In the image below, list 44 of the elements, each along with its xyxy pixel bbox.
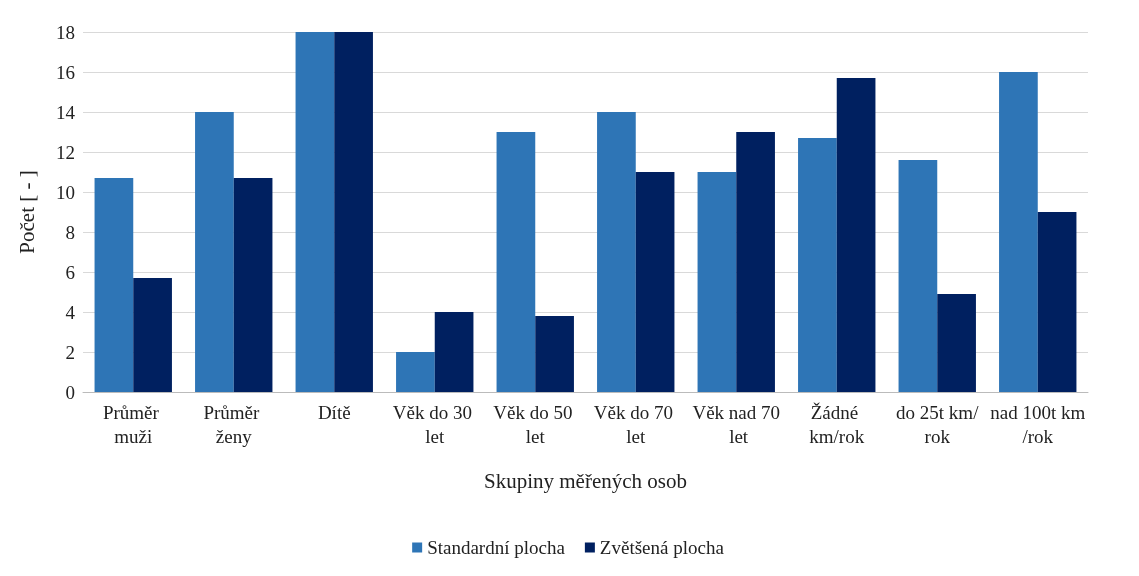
x-tick-label: Průměr muži bbox=[102, 401, 164, 447]
bar bbox=[334, 32, 373, 392]
bar bbox=[1037, 212, 1077, 392]
bar bbox=[736, 132, 775, 392]
bar bbox=[697, 172, 737, 392]
x-tick-label: Žádné km/rok bbox=[809, 401, 865, 447]
x-tick-label: Věk do 70 let bbox=[593, 401, 678, 447]
y-tick-label: 8 bbox=[65, 221, 75, 243]
x-tick-label: Průměr ženy bbox=[203, 401, 265, 447]
bar bbox=[898, 160, 938, 392]
y-tick-label: 14 bbox=[56, 101, 76, 123]
bar bbox=[999, 72, 1038, 392]
y-tick-label: 18 bbox=[56, 21, 75, 43]
y-tick-label: 16 bbox=[56, 61, 75, 83]
y-tick-label: 10 bbox=[56, 181, 75, 203]
bar bbox=[233, 178, 273, 392]
x-tick-label: nad 100t km/rok bbox=[990, 401, 1086, 447]
bar bbox=[434, 312, 474, 392]
y-tick-label: 6 bbox=[65, 261, 75, 283]
legend-label: Standardní plocha bbox=[427, 537, 566, 558]
bar bbox=[133, 278, 172, 392]
x-axis-title: Skupiny měřených osob bbox=[484, 468, 687, 493]
bar bbox=[496, 132, 536, 392]
bar bbox=[798, 138, 837, 392]
bar bbox=[396, 352, 435, 392]
x-tick-label: Věk do 30 let bbox=[392, 401, 477, 447]
x-tick-label: do 25t km/rok bbox=[896, 401, 980, 447]
bar bbox=[597, 112, 636, 392]
legend-label: Zvětšená plocha bbox=[599, 537, 725, 558]
y-axis-title: Počet [ - ] bbox=[14, 170, 39, 254]
bar bbox=[836, 78, 876, 392]
bar bbox=[295, 32, 335, 392]
x-tick-label: Věk nad 70 let bbox=[692, 401, 781, 447]
y-tick-label: 2 bbox=[65, 341, 75, 363]
bar bbox=[635, 172, 675, 392]
bar bbox=[94, 178, 134, 392]
x-tick-label: Dítě bbox=[317, 401, 351, 423]
y-tick-label: 12 bbox=[56, 141, 75, 163]
bar bbox=[535, 316, 574, 392]
y-tick-label: 0 bbox=[65, 381, 75, 403]
y-tick-label: 4 bbox=[65, 301, 76, 323]
x-tick-label: Věk do 50 let bbox=[493, 401, 578, 447]
bar bbox=[937, 294, 976, 392]
bar bbox=[195, 112, 234, 392]
